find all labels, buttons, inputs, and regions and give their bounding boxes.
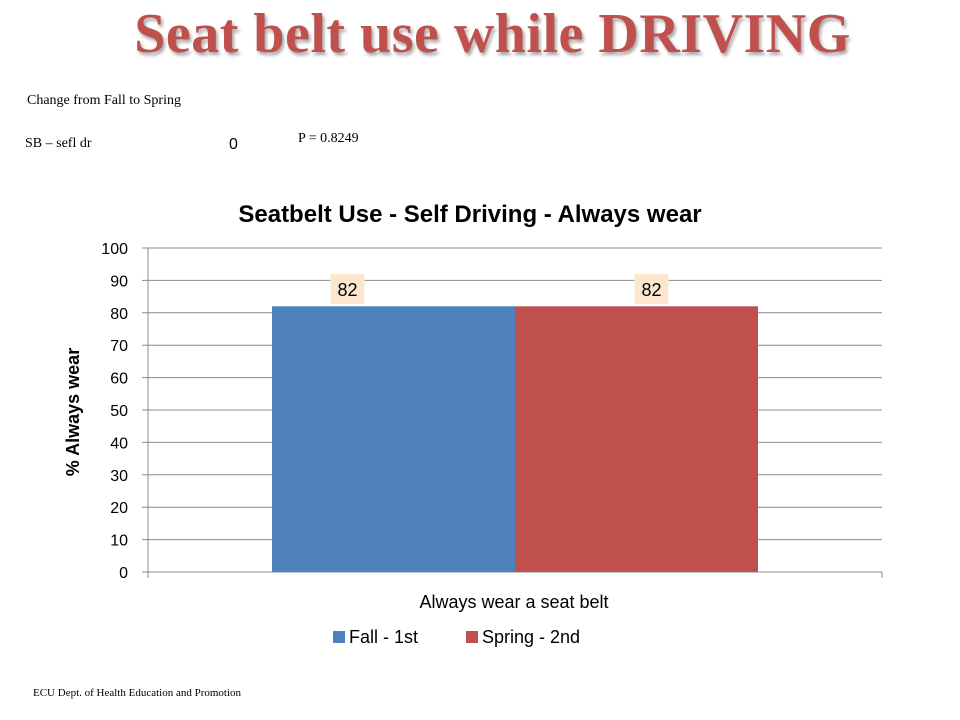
slide-title: Seat belt use while DRIVING	[134, 3, 851, 65]
data-label-bg	[634, 274, 669, 304]
bar-spring	[515, 306, 758, 572]
y-tick-label: 30	[110, 468, 128, 485]
data-label-bg	[330, 274, 365, 304]
y-tick-label: 0	[119, 565, 128, 582]
y-axis-title: % Always wear	[63, 348, 83, 476]
y-tick-label: 70	[110, 338, 128, 355]
bar-fall	[272, 306, 515, 572]
y-tick-label: 50	[110, 403, 128, 420]
y-tick-label: 80	[110, 306, 128, 323]
y-tick-label: 60	[110, 371, 128, 388]
p-value: P = 0.8249	[298, 131, 359, 146]
y-tick-label: 10	[110, 533, 128, 550]
change-label: Change from Fall to Spring	[27, 93, 181, 108]
row-label: SB – sefl dr	[25, 136, 92, 151]
x-category-label: Always wear a seat belt	[419, 592, 608, 612]
footer-credit: ECU Dept. of Health Education and Promot…	[33, 687, 242, 699]
legend-label: Spring - 2nd	[482, 627, 580, 647]
y-tick-label: 90	[110, 273, 128, 290]
chart-title: Seatbelt Use - Self Driving - Always wea…	[238, 201, 701, 228]
y-tick-label: 100	[101, 241, 128, 258]
legend-swatch-fall	[333, 631, 345, 643]
data-label: 82	[641, 280, 661, 300]
legend-swatch-spring	[466, 631, 478, 643]
data-label: 82	[337, 280, 357, 300]
y-tick-label: 20	[110, 500, 128, 517]
row-value: 0	[229, 136, 238, 153]
y-tick-label: 40	[110, 435, 128, 452]
legend-label: Fall - 1st	[349, 627, 418, 647]
